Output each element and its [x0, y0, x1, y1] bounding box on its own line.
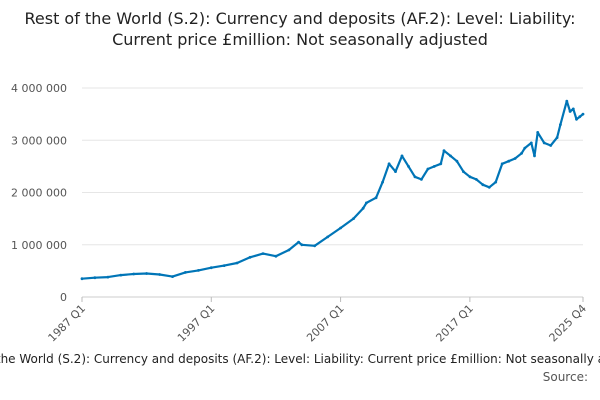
y-tick-label: 0 [60, 291, 67, 304]
data-point [361, 206, 365, 210]
data-point [513, 157, 517, 160]
x-tick-label: 2025 Q4 [547, 302, 590, 345]
data-point [313, 244, 317, 248]
x-tick-label: 2017 Q1 [433, 302, 476, 345]
data-point [387, 162, 391, 166]
data-point [536, 131, 540, 134]
data-point [568, 110, 572, 113]
data-point [171, 275, 174, 278]
data-point [529, 141, 533, 145]
data-point [222, 264, 226, 267]
data-point [365, 201, 368, 205]
data-point [197, 269, 200, 272]
footer-caption: Rest of the World (S.2): Currency and de… [0, 352, 600, 366]
data-point [432, 165, 436, 168]
data-point [455, 159, 459, 163]
y-axis-labels: 0 1 000 000 2 000 000 3 000 000 4 000 000 [11, 82, 67, 304]
data-point [439, 162, 443, 166]
data-point [507, 159, 511, 163]
data-point [235, 261, 239, 265]
y-tick-label: 2 000 000 [11, 187, 67, 200]
data-point [374, 196, 378, 200]
y-tick-label: 4 000 000 [11, 82, 67, 95]
data-point [575, 117, 578, 121]
data-point [297, 240, 300, 244]
data-point [287, 248, 291, 252]
data-point [80, 277, 84, 281]
x-tick-label: 2007 Q1 [304, 302, 347, 345]
data-point [474, 178, 478, 181]
data-point [542, 141, 546, 145]
data-point [420, 178, 423, 181]
data-point [555, 136, 559, 140]
data-point [394, 170, 397, 174]
data-point [132, 272, 136, 276]
data-point [145, 272, 149, 275]
x-tick-label: 1997 Q1 [175, 302, 218, 345]
chart-title: Rest of the World (S.2): Currency and de… [24, 9, 576, 49]
data-point [442, 149, 446, 153]
data-point [426, 167, 430, 171]
data-point [571, 107, 575, 111]
data-point [400, 154, 404, 158]
series-line [81, 100, 584, 280]
data-point [300, 243, 304, 247]
data-point [119, 273, 123, 277]
data-point [533, 154, 536, 158]
series-points [80, 99, 585, 281]
data-point [184, 271, 187, 274]
footer-source: Source: [542, 370, 588, 384]
x-tick-label: 1987 Q1 [46, 302, 89, 345]
data-point [93, 276, 97, 280]
data-point [523, 146, 527, 150]
data-point [500, 162, 504, 166]
data-point [565, 99, 569, 103]
data-point [106, 275, 110, 279]
data-point [520, 151, 523, 155]
data-point [549, 144, 553, 147]
data-point [487, 185, 491, 189]
data-point [481, 183, 485, 187]
data-point [407, 165, 410, 168]
data-point [578, 115, 582, 119]
data-point [209, 266, 213, 270]
gridlines [82, 87, 583, 298]
data-point [261, 252, 265, 256]
data-point [468, 175, 472, 179]
data-point [326, 235, 330, 239]
data-point [381, 180, 384, 184]
data-point [158, 273, 162, 276]
data-point [248, 255, 252, 259]
y-tick-label: 1 000 000 [11, 239, 67, 252]
x-axis: 1987 Q1 1997 Q1 2007 Q1 2017 Q1 2025 Q4 [46, 297, 590, 345]
data-point [449, 154, 452, 158]
y-tick-label: 3 000 000 [11, 134, 67, 147]
data-point [339, 226, 342, 230]
data-point [274, 254, 278, 258]
data-point [581, 112, 585, 116]
data-point [413, 175, 417, 179]
data-point [559, 123, 562, 126]
data-point [494, 180, 498, 184]
data-point [462, 170, 465, 174]
data-point [352, 217, 355, 221]
